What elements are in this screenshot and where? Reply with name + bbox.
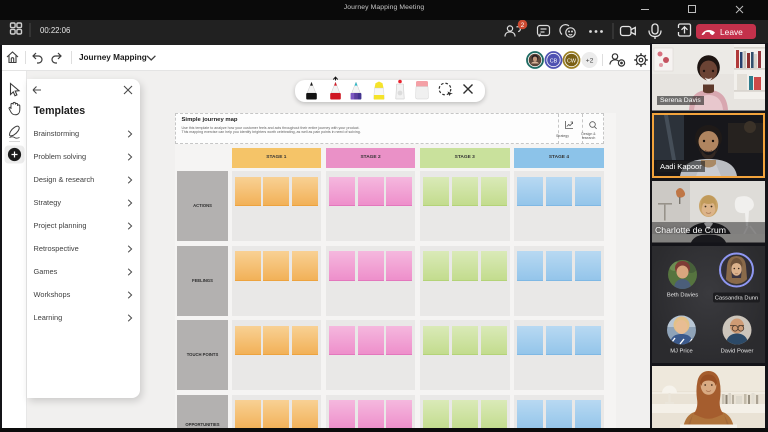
svg-text:CW: CW	[567, 58, 577, 64]
svg-text:00:22:06: 00:22:06	[40, 26, 70, 35]
svg-text:Leave: Leave	[720, 27, 743, 37]
svg-text:MJ Price: MJ Price	[670, 348, 693, 354]
svg-text:David Power: David Power	[721, 348, 754, 354]
svg-text:2: 2	[521, 22, 525, 29]
svg-text:CB: CB	[550, 58, 558, 64]
svg-text:Beth Davies: Beth Davies	[667, 292, 698, 298]
svg-text:Journey Mapping: Journey Mapping	[79, 53, 147, 62]
svg-text:Cassandra Dunn: Cassandra Dunn	[715, 295, 759, 301]
svg-text:+2: +2	[586, 58, 594, 65]
